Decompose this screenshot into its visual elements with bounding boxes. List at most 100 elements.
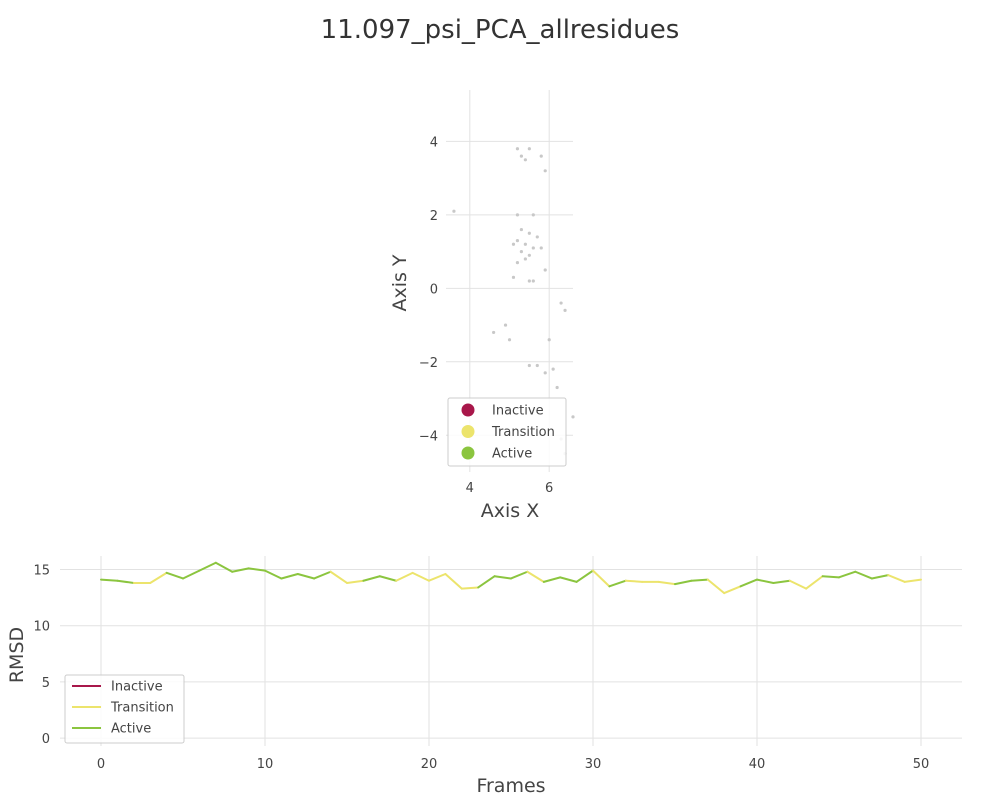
rmsd-line-segment [493, 575, 512, 580]
scatter-point [527, 253, 531, 257]
scatter-point [523, 158, 527, 162]
scatter-point [531, 279, 535, 283]
scatter-point [452, 209, 456, 213]
rmsd-line-segment [346, 579, 365, 584]
scatter-point [531, 246, 535, 250]
rmsd-line-segment [378, 575, 398, 582]
scatter-point [523, 242, 527, 246]
scatter-point [527, 231, 531, 235]
scatter-point [551, 367, 555, 371]
rmsd-legend-label: Inactive [111, 680, 163, 695]
scatter-legend-marker [461, 425, 475, 438]
scatter-point [527, 147, 531, 151]
rmsd-line-segment [706, 578, 726, 595]
rmsd-line-segment [214, 561, 234, 573]
scatter-point [527, 279, 531, 283]
scatter-y-tick-label: 2 [430, 209, 438, 224]
rmsd-line-segment [739, 578, 758, 588]
rmsd-legend: Inactive Transition Active [64, 674, 185, 744]
rmsd-line-segment [182, 569, 201, 580]
rmsd-line-segment [428, 572, 447, 582]
scatter-point [547, 338, 551, 342]
rmsd-line-segment [198, 561, 217, 572]
scatter-y-tick-label: −4 [419, 429, 438, 444]
rmsd-line-segment [723, 585, 742, 595]
rmsd-ticks: 0 10 20 30 40 50 0 5 10 15 [33, 563, 929, 772]
rmsd-line-segment [870, 574, 890, 580]
rmsd-line-segment [559, 576, 578, 583]
rmsd-line-segment [116, 579, 135, 584]
rmsd-line-segment [805, 575, 824, 590]
scatter-point [492, 330, 496, 335]
scatter-y-tick-label: 0 [430, 282, 438, 297]
scatter-point [535, 363, 539, 368]
rmsd-line-segment [444, 572, 463, 590]
rmsd-line-segment [821, 575, 840, 579]
rmsd-line-segment [674, 579, 693, 586]
rmsd-line-segment [608, 579, 627, 588]
scatter-legend-label: Transition [491, 425, 555, 440]
scatter-point [531, 213, 535, 217]
scatter-x-axis-label: Axis X [481, 500, 539, 522]
rmsd-line-segment [838, 570, 857, 579]
scatter-legend-marker [461, 403, 475, 417]
rmsd-line-segment [100, 578, 119, 582]
rmsd-line-segment [756, 578, 775, 584]
scatter-point [519, 227, 524, 232]
scatter-y-axis-label: Axis Y [389, 254, 411, 311]
scatter-point [539, 246, 543, 250]
rmsd-line-segment [592, 569, 611, 588]
scatter-point [519, 250, 524, 254]
scatter-x-tick-label: 4 [466, 481, 474, 496]
rmsd-y-tick-label: 0 [42, 732, 50, 747]
rmsd-panel: 0 10 20 30 40 50 0 5 10 15 Frames RMSD Inactive Tr… [6, 556, 962, 797]
rmsd-x-tick-label: 0 [97, 757, 105, 772]
scatter-point [515, 238, 520, 243]
rmsd-line-segment [362, 575, 381, 582]
scatter-legend: Inactive Transition Active [447, 397, 567, 467]
rmsd-x-tick-label: 40 [749, 757, 766, 772]
scatter-panel: 4 6 −4 −2 0 2 4 Axis X Axis Y Inactive Transiti… [389, 90, 575, 522]
scatter-point [523, 257, 527, 261]
rmsd-line-segment [887, 574, 906, 583]
scatter-legend-box [447, 397, 567, 467]
scatter-point [527, 363, 531, 368]
rmsd-line-segment [854, 570, 873, 580]
rmsd-line-segment [313, 570, 332, 580]
scatter-points [452, 147, 575, 456]
scatter-point [511, 242, 516, 246]
scatter-point [535, 235, 539, 239]
rmsd-y-axis-label: RMSD [6, 627, 28, 683]
scatter-ticks: 4 6 −4 −2 0 2 4 [419, 135, 554, 496]
chart-title: 11.097_psi_PCA_allresidues [321, 15, 680, 45]
scatter-point [543, 371, 547, 375]
rmsd-y-tick-label: 10 [33, 620, 50, 635]
rmsd-x-tick-label: 50 [913, 757, 930, 772]
rmsd-legend-label: Active [111, 722, 151, 737]
scatter-y-tick-label: −2 [419, 356, 438, 371]
rmsd-series [100, 561, 922, 595]
rmsd-x-axis-label: Frames [476, 775, 545, 797]
rmsd-x-tick-label: 30 [585, 757, 602, 772]
rmsd-line-segment [411, 571, 430, 582]
scatter-point [519, 154, 524, 158]
rmsd-legend-box [64, 674, 185, 744]
rmsd-line-segment [477, 575, 496, 589]
scatter-point [559, 301, 563, 305]
scatter-point [563, 308, 567, 312]
scatter-legend-label: Inactive [492, 404, 544, 419]
rmsd-grid [60, 556, 962, 746]
rmsd-legend-label: Transition [110, 701, 174, 716]
rmsd-line-segment [165, 571, 184, 580]
scatter-point [515, 261, 520, 265]
rmsd-line-segment [788, 579, 808, 590]
rmsd-x-tick-label: 10 [257, 757, 274, 772]
rmsd-line-segment [542, 576, 562, 583]
rmsd-line-segment [329, 570, 348, 584]
scatter-x-tick-label: 6 [545, 481, 553, 496]
rmsd-line-segment [903, 578, 922, 583]
rmsd-line-segment [772, 579, 791, 584]
rmsd-line-segment [690, 578, 709, 582]
scatter-point [539, 154, 543, 158]
rmsd-line-segment [264, 569, 283, 580]
